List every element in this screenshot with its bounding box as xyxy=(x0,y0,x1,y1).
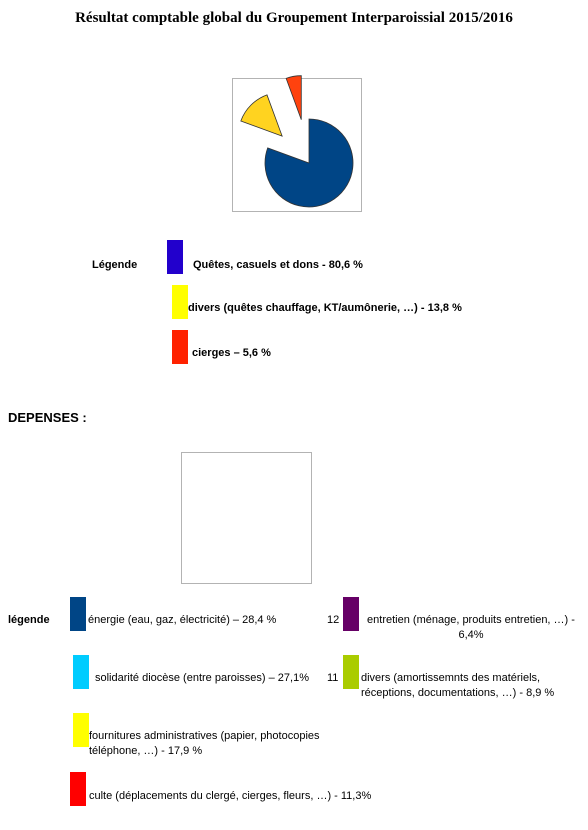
legend-swatch xyxy=(73,655,89,689)
legend-swatch xyxy=(167,240,183,274)
doc-title: Résultat comptable global du Groupement … xyxy=(75,10,513,26)
pie-slice xyxy=(240,94,283,137)
legend-text: culte (déplacements du clergé, cierges, … xyxy=(89,790,372,802)
legend-text: cierges – 5,6 % xyxy=(192,347,271,359)
legend-text: entretien (ménage, produits entretien, …… xyxy=(367,614,575,641)
legend-text: énergie (eau, gaz, électricité) – 28,4 % xyxy=(88,614,277,626)
pie-slice xyxy=(285,75,302,120)
legend-swatch xyxy=(70,597,86,631)
legend-label: légende xyxy=(8,614,50,626)
legend-swatch xyxy=(343,655,359,689)
legend-number: 12 xyxy=(327,614,340,626)
legend-swatch xyxy=(70,772,86,806)
legend-text: fournitures administratives (papier, pho… xyxy=(89,730,320,757)
legend-label: Légende xyxy=(92,259,138,271)
legend-swatch xyxy=(172,285,188,319)
legend-text: divers (quêtes chauffage, KT/aumônerie, … xyxy=(188,302,462,314)
legend-text: solidarité diocèse (entre paroisses) – 2… xyxy=(95,672,310,684)
legend-swatch xyxy=(343,597,359,631)
legend-swatch xyxy=(172,330,188,364)
section-heading: DEPENSES : xyxy=(8,410,87,425)
chart-frame xyxy=(181,452,312,584)
pie-slice xyxy=(264,118,354,208)
legend-text: divers (amortissemnts des matériels, réc… xyxy=(361,672,555,699)
legend-swatch xyxy=(73,713,89,747)
legend-text: Quêtes, casuels et dons - 80,6 % xyxy=(193,259,363,271)
legend-number: 11 xyxy=(327,672,339,684)
